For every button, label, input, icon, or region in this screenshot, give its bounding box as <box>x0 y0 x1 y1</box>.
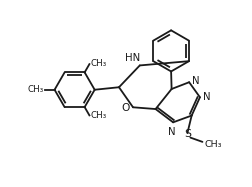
Text: CH₃: CH₃ <box>28 85 44 94</box>
Text: N: N <box>203 92 211 102</box>
Text: CH₃: CH₃ <box>204 140 222 149</box>
Text: N: N <box>168 127 176 137</box>
Text: CH₃: CH₃ <box>90 111 106 120</box>
Text: CH₃: CH₃ <box>90 59 106 68</box>
Text: S: S <box>184 129 191 139</box>
Text: HN: HN <box>125 53 140 63</box>
Text: O: O <box>122 103 130 113</box>
Text: N: N <box>192 76 200 86</box>
